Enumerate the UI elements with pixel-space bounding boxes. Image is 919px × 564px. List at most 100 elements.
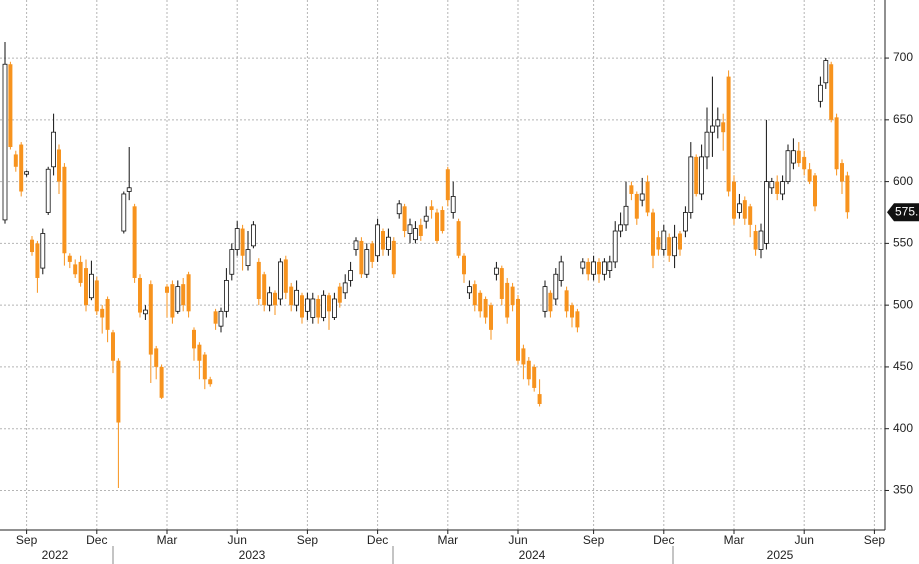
- year-label: 2023: [239, 548, 266, 562]
- candle-body: [192, 329, 196, 349]
- candle-body: [202, 354, 207, 380]
- x-tick-label: Dec: [86, 533, 107, 547]
- candle-body: [348, 270, 354, 281]
- candle-body: [639, 193, 645, 201]
- x-tick-label: Jun: [228, 533, 247, 547]
- candle-body: [229, 249, 235, 275]
- x-tick-label: Dec: [653, 533, 674, 547]
- x-tick-label: Jun: [508, 533, 527, 547]
- candle-body: [429, 206, 434, 211]
- candle-body: [802, 156, 807, 170]
- candle-body: [661, 230, 667, 250]
- candle-body: [510, 286, 515, 306]
- candle-body: [629, 185, 634, 194]
- candle-body: [423, 215, 429, 222]
- candle-body: [758, 230, 764, 250]
- y-tick-label: 350: [893, 483, 913, 497]
- candle-body: [353, 240, 359, 250]
- candle-body: [8, 64, 13, 148]
- candle-body: [764, 181, 769, 244]
- candle-body: [197, 344, 202, 361]
- candle-body: [478, 292, 483, 312]
- candle-body: [791, 150, 796, 164]
- candle-body: [57, 149, 61, 182]
- last-price-tag: [887, 203, 919, 222]
- year-label: 2022: [42, 548, 69, 562]
- candle-body: [678, 233, 682, 250]
- candle-body: [516, 298, 520, 361]
- candle-body: [840, 163, 844, 182]
- candle-body: [262, 274, 267, 306]
- candle-body: [267, 292, 273, 306]
- candle-body: [656, 237, 661, 250]
- candle-body: [159, 366, 164, 398]
- x-tick-label: Sep: [297, 533, 319, 547]
- year-label: 2025: [767, 548, 794, 562]
- candle-body: [553, 273, 559, 300]
- candle-body: [796, 150, 801, 164]
- candle-body: [289, 286, 294, 306]
- candle-body: [154, 348, 159, 367]
- candle-body: [304, 298, 310, 312]
- x-tick-label: Jun: [795, 533, 814, 547]
- candle-body: [818, 84, 823, 102]
- candle-body: [78, 261, 83, 283]
- candle-body: [785, 150, 791, 183]
- candle-body: [283, 259, 288, 293]
- candle-body: [704, 131, 710, 158]
- candle-body: [710, 125, 715, 133]
- candle-body: [753, 231, 758, 250]
- candle-body: [634, 193, 639, 219]
- x-tick-label: Sep: [16, 533, 38, 547]
- candle-body: [548, 292, 553, 312]
- candle-body: [375, 224, 381, 257]
- candle-body: [618, 224, 623, 232]
- candle-body: [532, 366, 537, 388]
- candle-body: [570, 305, 574, 318]
- candle-body: [418, 224, 423, 236]
- x-tick-label: Mar: [437, 533, 458, 547]
- candle-body: [726, 76, 731, 192]
- candle-body: [24, 171, 30, 175]
- candle-body: [396, 203, 402, 215]
- candle-body: [321, 294, 327, 318]
- candle-body: [834, 117, 839, 170]
- candle-body: [186, 274, 191, 312]
- candle-body: [445, 169, 450, 201]
- candle-body: [310, 298, 316, 318]
- x-tick-label: Mar: [157, 533, 178, 547]
- x-tick-label: Dec: [367, 533, 388, 547]
- candle-body: [250, 224, 256, 247]
- candle-body: [181, 284, 186, 306]
- candle-body: [607, 261, 613, 271]
- candle-body: [737, 203, 742, 213]
- candle-body: [62, 166, 67, 254]
- candle-body: [359, 240, 364, 275]
- candle-body: [51, 131, 56, 168]
- candle-body: [775, 181, 780, 194]
- candle-body: [651, 212, 655, 256]
- candle-body: [672, 236, 677, 257]
- candle-body: [412, 228, 418, 241]
- candle-body: [537, 394, 542, 404]
- candle-body: [715, 119, 721, 127]
- candle-body: [138, 277, 142, 313]
- candle-body: [364, 249, 370, 275]
- candle-body: [483, 298, 488, 318]
- y-tick-label: 600: [893, 174, 913, 188]
- candle-body: [769, 181, 775, 189]
- candle-body: [13, 154, 18, 167]
- candle-body: [526, 360, 531, 380]
- candle-body: [327, 295, 331, 312]
- candle-body: [813, 175, 817, 207]
- candle-body: [132, 206, 137, 278]
- candle-body: [342, 282, 348, 294]
- candle-body: [407, 224, 413, 234]
- candle-body: [807, 169, 812, 182]
- x-tick-label: Mar: [724, 533, 745, 547]
- candle-body: [218, 310, 224, 327]
- candle-body: [67, 255, 72, 262]
- candle-body: [466, 286, 472, 294]
